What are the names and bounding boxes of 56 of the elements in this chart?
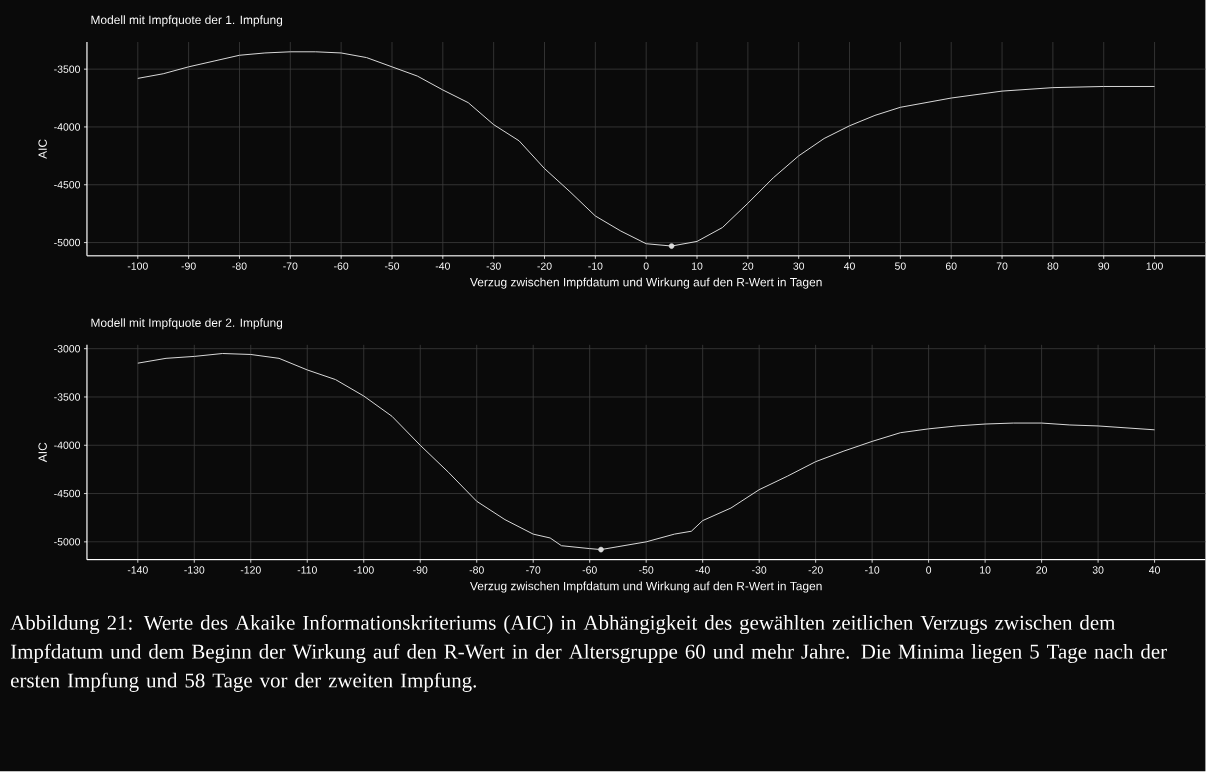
- y-tick-label: -5000: [54, 239, 81, 247]
- x-tick-label: -30: [752, 566, 767, 574]
- y-tick-label: -4500: [54, 490, 81, 498]
- x-tick-label: -20: [808, 566, 823, 574]
- x-tick-label: 40: [1149, 566, 1160, 574]
- y-tick-label: -4000: [54, 441, 81, 450]
- text: Abbildung 21: Werte des Akaike Informationskriteriums (AIC) in Abhängigkeit des gewählten zeitlichen Verzugs zwischen dem Impfdatum und dem Beginn der Wirkung auf den R-Wert in der Altersgruppe 60 und mehr Jahre. Die Minima liegen 5 Tage nach der ersten Impfung und 58 Tage vor der zweiten Impfung.: [10, 615, 1167, 693]
- x-tick-label: -130: [184, 566, 205, 574]
- x-tick-label: -100: [353, 566, 374, 574]
- x-tick-label: 30: [793, 262, 805, 270]
- x-tick-label: -140: [127, 566, 148, 574]
- x-tick-label: 30: [1092, 566, 1104, 574]
- x-tick-label: 100: [1146, 262, 1163, 270]
- chart-title: Modell mit Impfquote der 1. Impfung: [91, 15, 283, 27]
- x-tick-label: -30: [486, 262, 501, 270]
- x-tick-label: 20: [742, 262, 754, 270]
- chart-title: Modell mit Impfquote der 2. Impfung: [91, 318, 283, 330]
- x-tick-label: -40: [435, 262, 450, 270]
- x-tick-label: -10: [865, 566, 880, 574]
- x-tick-label: -50: [384, 262, 400, 270]
- x-tick-label: -40: [695, 566, 710, 574]
- x-tick-label: 40: [843, 262, 855, 270]
- x-axis-title: Verzug zwischen Impfdatum und Wirkung auf den R-Wert in Tagen: [470, 277, 822, 289]
- y-tick-label: -5000: [54, 538, 81, 546]
- x-tick-label: 80: [1047, 262, 1059, 270]
- x-tick-label: -70: [283, 262, 298, 270]
- x-tick-label: -120: [240, 566, 261, 574]
- x-tick-label: 90: [1098, 262, 1110, 270]
- x-tick-label: -110: [297, 566, 317, 574]
- x-tick-label: -20: [537, 262, 552, 270]
- y-tick-label: -4500: [54, 181, 81, 189]
- x-tick-label: -50: [639, 566, 654, 574]
- y-tick-label: -3500: [54, 65, 81, 74]
- x-axis-title: Verzug zwischen Impfdatum und Wirkung auf den R-Wert in Tagen: [470, 581, 822, 593]
- x-tick-label: 0: [926, 566, 932, 574]
- x-tick-label: -100: [127, 262, 148, 270]
- x-tick-label: -70: [526, 566, 541, 574]
- x-tick-label: -60: [582, 566, 597, 574]
- y-axis-title: AIC: [38, 139, 47, 160]
- x-tick-label: 20: [1036, 566, 1047, 574]
- x-tick-label: -90: [181, 262, 196, 270]
- y-tick-label: -4000: [54, 123, 81, 131]
- x-tick-label: -80: [232, 262, 247, 270]
- x-tick-label: -90: [413, 566, 428, 574]
- x-tick-label: 0: [643, 262, 649, 270]
- x-tick-label: -80: [469, 566, 484, 574]
- x-tick-label: 50: [894, 262, 906, 270]
- x-tick-label: 70: [996, 262, 1008, 270]
- x-tick-label: -60: [334, 262, 349, 270]
- y-tick-label: -3000: [54, 345, 81, 353]
- x-tick-label: 10: [692, 262, 703, 270]
- x-tick-label: 10: [980, 566, 991, 574]
- y-axis-title: AIC: [38, 442, 47, 463]
- y-tick-label: -3500: [54, 393, 81, 401]
- x-tick-label: 60: [945, 262, 957, 270]
- x-tick-label: -10: [588, 262, 603, 270]
